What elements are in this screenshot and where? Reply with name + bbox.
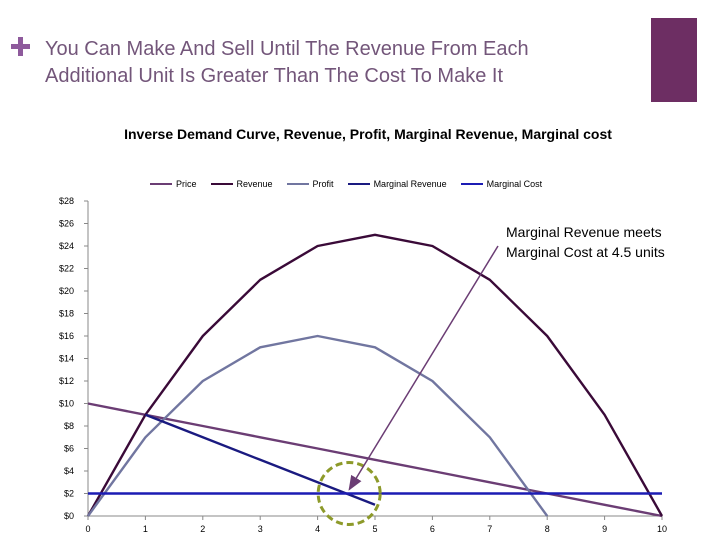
x-tick-label: 1 — [143, 524, 148, 534]
chart-title: Inverse Demand Curve, Revenue, Profit, M… — [124, 126, 612, 142]
legend-label: Marginal Revenue — [373, 179, 447, 189]
chart-legend: Price Revenue Profit Marginal Revenue Margin… — [150, 177, 610, 191]
y-tick-label: $20 — [59, 286, 74, 296]
legend-swatch — [286, 183, 309, 185]
accent-block — [651, 18, 697, 102]
bullet-text: You Can Make And Sell Until The Revenue … — [45, 38, 529, 87]
y-tick-label: $22 — [59, 264, 74, 274]
x-tick-label: 7 — [487, 524, 492, 534]
legend-swatch — [150, 183, 172, 185]
y-tick-label: $8 — [64, 421, 74, 431]
series-line-price — [87, 402, 663, 518]
x-tick-label: 10 — [657, 524, 667, 534]
y-tick-label: $16 — [59, 331, 74, 341]
legend-item-marginal-cost: Marginal Cost — [460, 179, 543, 189]
legend-label: Revenue — [236, 179, 273, 189]
y-tick-label: $28 — [59, 196, 74, 206]
x-tick-label: 2 — [200, 524, 205, 534]
legend-item-marginal-revenue: Marginal Revenue — [347, 179, 447, 189]
x-tick-label: 0 — [85, 524, 90, 534]
y-tick-label: $0 — [64, 511, 74, 521]
legend-label: Price — [176, 179, 197, 189]
x-tick-label: 8 — [545, 524, 550, 534]
legend-label: Marginal Cost — [486, 179, 543, 189]
legend-swatch — [460, 183, 483, 185]
y-tick-label: $6 — [64, 444, 74, 454]
legend-item-price: Price — [150, 179, 197, 189]
x-tick-label: 5 — [372, 524, 377, 534]
y-tick-label: $12 — [59, 376, 74, 386]
y-tick-label: $18 — [59, 309, 74, 319]
x-tick-label: 3 — [258, 524, 263, 534]
y-tick-label: $24 — [59, 241, 74, 251]
y-tick-label: $4 — [64, 466, 74, 476]
y-tick-label: $2 — [64, 489, 74, 499]
y-tick-label: $10 — [59, 399, 74, 409]
y-tick-label: $26 — [59, 219, 74, 229]
legend-swatch — [347, 183, 370, 185]
series-line-revenue — [86, 233, 664, 517]
plus-bullet-icon — [8, 34, 34, 60]
legend-swatch — [210, 183, 233, 185]
highlight-circle — [316, 461, 382, 526]
annotation-arrow — [348, 245, 499, 491]
annotation-text: Marginal Revenue meets Marginal Cost at … — [506, 224, 665, 260]
legend-item-profit: Profit — [286, 179, 334, 189]
x-tick-label: 9 — [602, 524, 607, 534]
series-line-profit — [87, 334, 549, 517]
series-line-marginal-revenue — [144, 413, 376, 506]
legend-label: Profit — [312, 179, 334, 189]
y-tick-label: $14 — [59, 354, 74, 364]
x-tick-label: 4 — [315, 524, 320, 534]
x-tick-label: 6 — [430, 524, 435, 534]
legend-item-revenue: Revenue — [210, 179, 273, 189]
